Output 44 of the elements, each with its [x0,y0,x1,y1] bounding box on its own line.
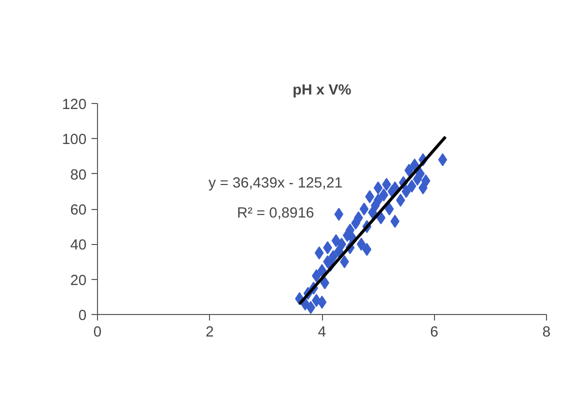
point [396,194,406,207]
point [337,238,346,251]
x-tick-label: 0 [93,324,102,340]
annotation: y = 36,439x - 125,21 [208,176,343,192]
point [402,184,411,198]
y-tick-label: 120 [62,97,87,113]
point [407,180,416,193]
point [374,181,383,194]
point [320,276,330,290]
point [340,255,349,268]
point [421,174,430,188]
y-tick-label: 100 [62,132,87,148]
point [382,178,392,191]
point [404,164,414,177]
point [438,153,448,166]
point [416,167,425,180]
point [354,211,363,224]
point [306,300,316,314]
point [332,234,341,248]
x-tick-label: 6 [430,324,438,340]
point [360,202,369,216]
point [374,194,383,207]
point [323,241,332,254]
point [328,250,338,263]
point [314,246,324,260]
point [362,242,372,256]
x-tick-label: 4 [318,324,326,340]
chart-title: pH x V% [292,82,352,98]
point [365,190,374,204]
y-tick-label: 0 [78,308,87,324]
point [379,188,388,202]
y-tick-label: 20 [70,272,87,289]
point [356,238,366,251]
x-tick-label: 8 [542,324,551,340]
point [410,158,420,172]
y-tick-label: 60 [70,202,87,218]
x-tick-label: 2 [206,324,214,340]
point [334,208,344,221]
point [384,202,394,216]
point [312,269,321,282]
y-tick-label: 40 [70,238,87,254]
y-tick-label: 80 [70,167,87,184]
annotation: R² = 0,8916 [237,206,314,222]
point [390,214,400,228]
